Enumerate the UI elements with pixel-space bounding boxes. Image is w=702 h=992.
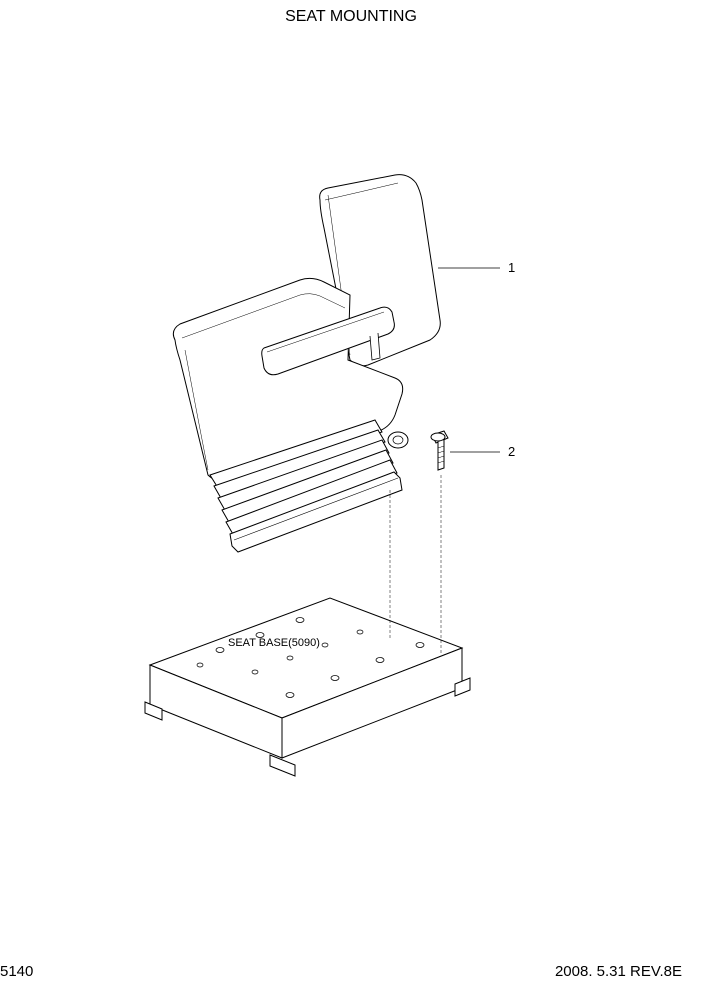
seat-base-label: SEAT BASE(5090)	[228, 637, 320, 649]
seat-diagram-svg	[0, 0, 702, 992]
revision-info: 2008. 5.31 REV.8E	[555, 963, 682, 980]
callout-label-2: 2	[508, 444, 515, 459]
page-number: 5140	[0, 963, 33, 980]
callout-label-1: 1	[508, 260, 515, 275]
seat-knob	[388, 432, 408, 448]
seat-base-plate	[145, 598, 470, 776]
bolt-icon	[431, 431, 448, 470]
diagram-container	[0, 0, 702, 992]
